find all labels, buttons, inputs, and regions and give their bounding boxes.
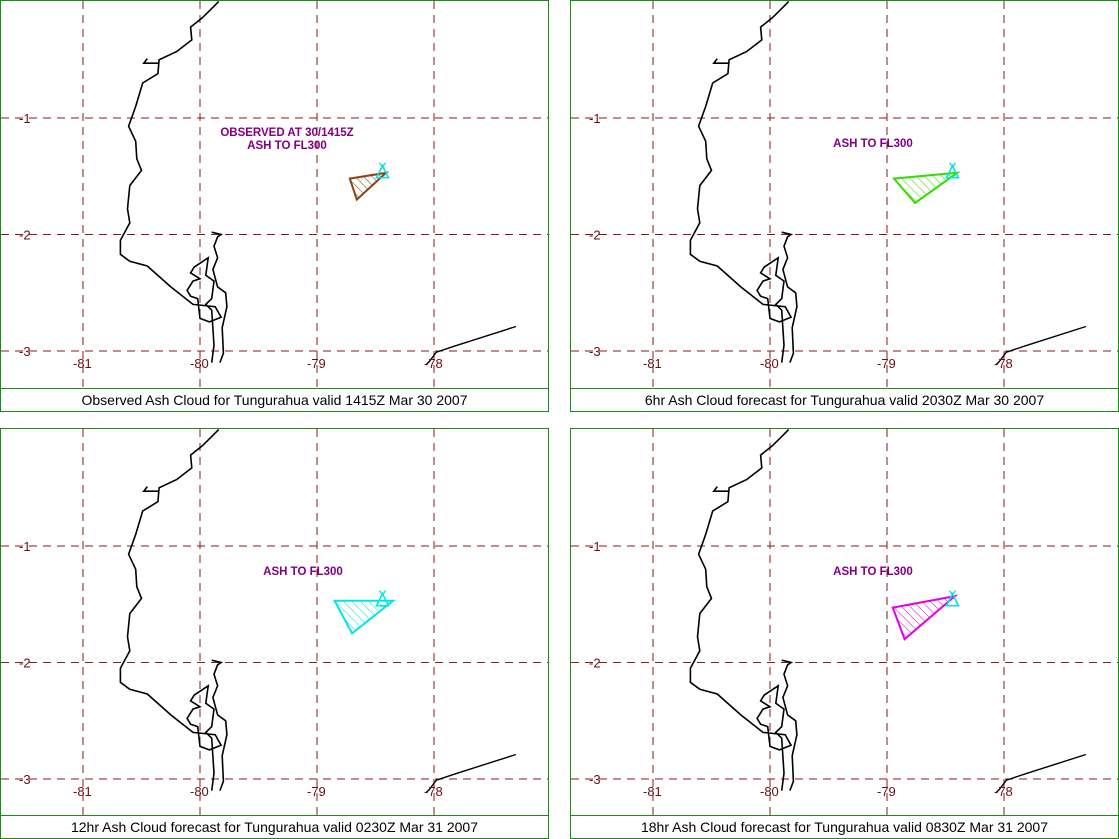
coastline-cape bbox=[712, 486, 730, 493]
lat-tick-label: -3 bbox=[19, 772, 31, 787]
map-plot: -81 -80 -79 -78 -1 -2 -3 ASH TO FL300 bbox=[1, 429, 548, 816]
lat-tick-label: -3 bbox=[589, 772, 601, 787]
volcano-icon bbox=[375, 162, 390, 179]
border-line bbox=[425, 753, 517, 794]
lon-tick-label: -80 bbox=[190, 784, 209, 799]
coastline bbox=[689, 429, 793, 791]
coastline bbox=[689, 1, 793, 363]
lon-tick-label: -81 bbox=[643, 784, 662, 799]
annotation-text: ASH TO FL300 bbox=[833, 566, 913, 578]
coastline-estuary bbox=[781, 659, 798, 791]
volcano-icon bbox=[945, 162, 960, 179]
lon-tick-label: -81 bbox=[643, 356, 662, 371]
map-panel-12hr: -81 -80 -79 -78 -1 -2 -3 ASH TO FL300 12hr Ash … bbox=[0, 428, 549, 839]
lat-tick-label: -1 bbox=[19, 539, 31, 554]
lat-tick-label: -2 bbox=[19, 656, 31, 671]
annotation-text: ASH TO FL300 bbox=[263, 566, 343, 578]
border-line bbox=[995, 325, 1087, 366]
lon-tick-label: -79 bbox=[307, 356, 326, 371]
lat-tick-label: -2 bbox=[589, 656, 601, 671]
coastline-estuary bbox=[211, 659, 228, 791]
lon-tick-label: -78 bbox=[994, 356, 1013, 371]
panel-caption: 18hr Ash Cloud forecast for Tungurahua v… bbox=[571, 815, 1118, 838]
panel-caption: Observed Ash Cloud for Tungurahua valid … bbox=[1, 388, 548, 411]
coastline bbox=[119, 1, 223, 363]
lon-tick-label: -78 bbox=[994, 784, 1013, 799]
lat-tick-label: -2 bbox=[589, 228, 601, 243]
lon-tick-label: -78 bbox=[424, 356, 443, 371]
map-plot: -81 -80 -79 -78 -1 -2 -3 ASH TO FL300 bbox=[571, 1, 1118, 389]
lon-tick-label: -81 bbox=[73, 784, 92, 799]
panel-caption: 6hr Ash Cloud forecast for Tungurahua va… bbox=[571, 388, 1118, 411]
lon-tick-label: -81 bbox=[73, 356, 92, 371]
ash-cloud-polygon bbox=[891, 171, 961, 205]
lon-tick-label: -79 bbox=[307, 784, 326, 799]
annotation-text: OBSERVED AT 30/1415Z bbox=[220, 127, 353, 139]
map-panel-18hr: -81 -80 -79 -78 -1 -2 -3 ASH TO FL300 18hr Ash … bbox=[570, 428, 1119, 839]
coastline-estuary bbox=[781, 231, 798, 363]
map-plot: -81 -80 -79 -78 -1 -2 -3 OBSERVED AT 30/1415ZAS… bbox=[1, 1, 548, 389]
lon-tick-label: -80 bbox=[760, 784, 779, 799]
coastline-cape bbox=[142, 486, 160, 493]
lat-tick-label: -1 bbox=[19, 111, 31, 126]
volcano-icon bbox=[945, 590, 960, 607]
border-line bbox=[425, 325, 517, 366]
lon-tick-label: -80 bbox=[190, 356, 209, 371]
coastline-estuary bbox=[211, 231, 228, 363]
lon-tick-label: -78 bbox=[424, 784, 443, 799]
ash-cloud-polygon bbox=[332, 599, 396, 635]
lat-tick-label: -1 bbox=[589, 111, 601, 126]
lat-tick-label: -1 bbox=[589, 539, 601, 554]
ash-cloud-polygon bbox=[348, 171, 390, 202]
map-panel-observed: -81 -80 -79 -78 -1 -2 -3 OBSERVED AT 30/1415Z AS… bbox=[0, 0, 549, 412]
annotation-text: ASH TO FL300 bbox=[247, 140, 327, 152]
panel-caption: 12hr Ash Cloud forecast for Tungurahua v… bbox=[1, 815, 548, 838]
map-plot: -81 -80 -79 -78 -1 -2 -3 ASH TO FL300 bbox=[571, 429, 1118, 816]
coastline bbox=[119, 429, 223, 791]
volcano-icon bbox=[375, 590, 390, 607]
lon-tick-label: -79 bbox=[877, 356, 896, 371]
border-line bbox=[995, 753, 1087, 794]
lon-tick-label: -80 bbox=[760, 356, 779, 371]
coastline-cape bbox=[712, 58, 730, 65]
lat-tick-label: -3 bbox=[589, 344, 601, 359]
ash-cloud-polygon bbox=[891, 594, 959, 641]
map-panel-6hr: -81 -80 -79 -78 -1 -2 -3 ASH TO FL300 6hr Ash C… bbox=[570, 0, 1119, 412]
lat-tick-label: -2 bbox=[19, 228, 31, 243]
annotation-text: ASH TO FL300 bbox=[833, 138, 913, 150]
lat-tick-label: -3 bbox=[19, 344, 31, 359]
lon-tick-label: -79 bbox=[877, 784, 896, 799]
coastline-cape bbox=[142, 58, 160, 65]
